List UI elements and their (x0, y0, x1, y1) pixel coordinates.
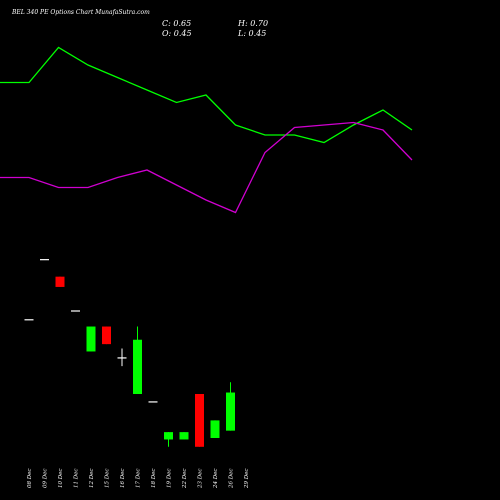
candle-body (40, 259, 49, 261)
candle-body (55, 276, 65, 287)
indicator-line-1 (0, 46, 413, 144)
candle (40, 259, 49, 261)
candle-body (86, 326, 96, 352)
date-label: 12 Dec (89, 469, 95, 489)
candle (133, 326, 142, 394)
candle (86, 326, 96, 352)
candles (24, 259, 235, 447)
close-readout: C: 0.65 (162, 19, 191, 28)
date-label: 16 Dec (120, 469, 126, 489)
candle (24, 319, 34, 321)
date-label: 26 Dec (229, 469, 235, 490)
candle (210, 420, 220, 438)
candle-body (210, 420, 220, 438)
candle-body (195, 394, 204, 447)
date-label: 23 Dec (198, 469, 204, 490)
date-axis: 08 Dec 09 Dec 10 Dec 11 Dec 12 Dec 15 Dec 16 D… (27, 469, 250, 490)
candle (117, 348, 127, 367)
candle-body (24, 319, 34, 321)
chart-title: BEL 340 PE Options Chart MunafaSutra.com (11, 9, 150, 16)
date-label: 22 Dec (182, 469, 188, 490)
date-label: 19 Dec (167, 469, 173, 489)
candle-body (148, 401, 158, 403)
candle-body (226, 392, 235, 431)
candle (164, 432, 173, 447)
candle (102, 326, 111, 345)
indicator-line-2 (0, 121, 413, 214)
date-label: 10 Dec (58, 469, 64, 489)
indicator-lines (0, 46, 413, 214)
open-readout: O: 0.45 (162, 29, 192, 38)
candle (148, 401, 158, 403)
date-label: 18 Dec (151, 469, 157, 489)
date-label: 08 Dec (27, 469, 33, 489)
date-label: 24 Dec (213, 469, 219, 490)
candle (226, 382, 235, 431)
candle-body (102, 326, 111, 345)
candle-body (164, 432, 173, 440)
candle (71, 310, 80, 312)
date-label: 17 Dec (136, 469, 142, 489)
candle (195, 394, 204, 447)
date-label: 09 Dec (43, 469, 49, 489)
date-label: 15 Dec (105, 469, 111, 489)
date-label: 11 Dec (74, 469, 80, 489)
date-label: 29 Dec (244, 469, 250, 490)
candle-body (117, 357, 127, 359)
candle-body (71, 310, 80, 312)
high-readout: H: 0.70 (237, 19, 268, 28)
candle (55, 276, 65, 287)
low-readout: L: 0.45 (237, 29, 266, 38)
candle-body (179, 432, 189, 440)
candle-body (133, 339, 142, 394)
candle (179, 432, 189, 440)
